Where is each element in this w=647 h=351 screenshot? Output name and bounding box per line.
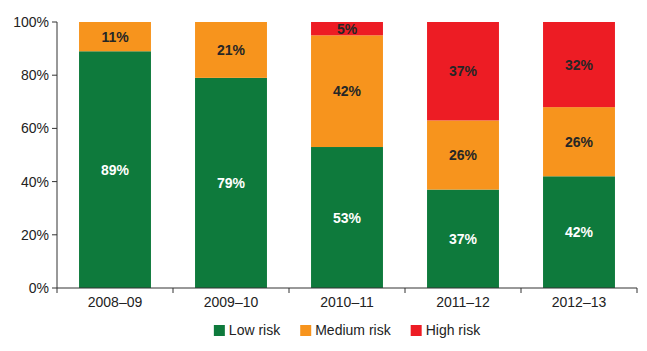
x-tick-label: 2008–09 — [88, 294, 143, 310]
legend-item: Medium risk — [300, 322, 391, 338]
data-labels: 89% 11% 79% 21% 53% 42% 5% 37% 26% 37% 42% 26% 32% — [101, 21, 594, 247]
bar-segment — [543, 107, 615, 176]
bar-segment — [543, 176, 615, 288]
y-tick-label: 20% — [21, 227, 49, 243]
bar-segment — [543, 22, 615, 107]
legend-label: Medium risk — [315, 322, 391, 338]
data-label: 79% — [217, 175, 246, 191]
legend-item: Low risk — [214, 322, 281, 338]
bar-segment — [79, 22, 151, 51]
data-label: 37% — [449, 63, 478, 79]
x-tick — [173, 288, 174, 293]
legend: Low risk Medium risk High risk — [214, 322, 481, 338]
x-tick-label: 2012–13 — [552, 294, 607, 310]
y-tick-label: 80% — [21, 67, 49, 83]
x-axis-line — [57, 288, 637, 289]
legend-label: High risk — [426, 322, 481, 338]
bars — [79, 22, 615, 288]
legend-swatch — [411, 325, 422, 336]
data-label: 42% — [333, 83, 362, 99]
legend-swatch — [214, 325, 225, 336]
y-tick — [52, 234, 57, 235]
y-axis-line — [57, 22, 58, 288]
y-tick-label: 40% — [21, 174, 49, 190]
bar-segment — [311, 147, 383, 288]
x-tick-label: 2011–12 — [436, 294, 490, 310]
y-tick — [52, 75, 57, 76]
bar-segment — [311, 35, 383, 147]
y-tick — [52, 22, 57, 23]
data-label: 53% — [333, 210, 362, 226]
legend-label: Low risk — [229, 322, 281, 338]
data-label: 26% — [449, 147, 478, 163]
legend-swatch — [300, 325, 311, 336]
legend-item: High risk — [411, 322, 481, 338]
data-label: 42% — [565, 224, 594, 240]
x-tick — [521, 288, 522, 293]
y-tick-label: 100% — [13, 14, 49, 30]
axes: 0% 20% 40% 60% 80% 100% 2008–09 2009–10 2010–11 2… — [13, 14, 637, 310]
y-tick — [52, 128, 57, 129]
x-tick — [405, 288, 406, 293]
y-tick — [52, 288, 57, 289]
x-tick-label: 2009–10 — [204, 294, 259, 310]
bar-segment — [79, 51, 151, 288]
data-label: 21% — [217, 42, 246, 58]
data-label: 26% — [565, 134, 594, 150]
data-label: 5% — [337, 21, 358, 37]
data-label: 37% — [449, 231, 478, 247]
bar-segment — [427, 22, 499, 120]
data-label: 11% — [101, 29, 129, 45]
x-tick — [289, 288, 290, 293]
data-label: 89% — [101, 162, 130, 178]
bar-segment — [427, 190, 499, 288]
x-tick-label: 2010–11 — [320, 294, 374, 310]
y-tick-label: 60% — [21, 120, 49, 136]
y-tick-label: 0% — [29, 280, 49, 296]
bar-segment — [427, 120, 499, 189]
chart: 89%11%79%21%53%42%5%37%26%37%42%26%32%0%… — [0, 0, 647, 351]
x-tick — [57, 288, 58, 293]
bar-segment — [195, 78, 267, 288]
y-tick — [52, 181, 57, 182]
x-tick — [637, 288, 638, 293]
data-label: 32% — [565, 57, 594, 73]
bar-segment — [195, 22, 267, 78]
